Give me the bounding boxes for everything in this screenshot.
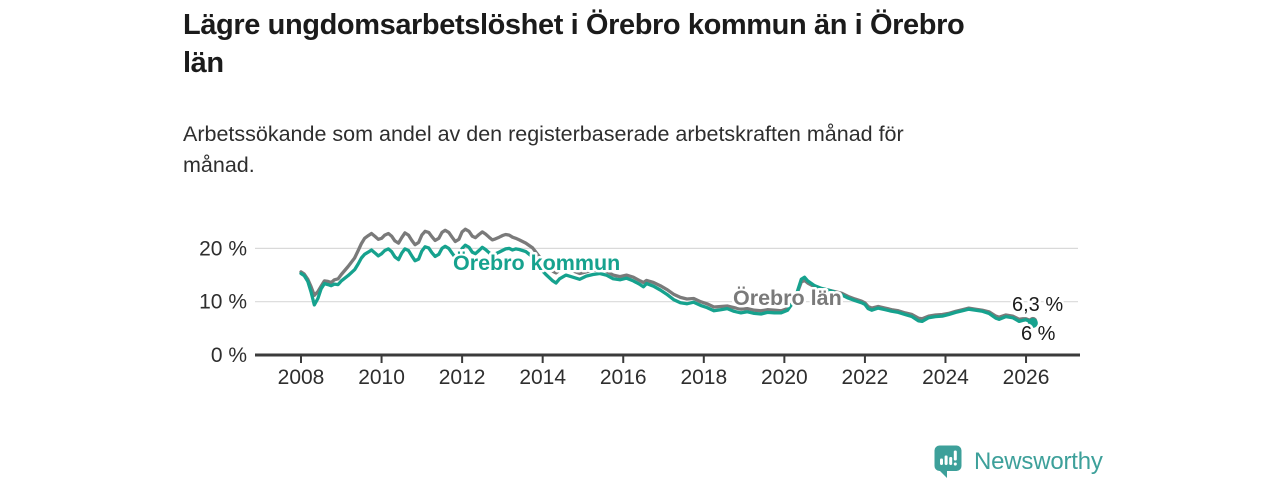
x-tick-label: 2008 [278,366,325,389]
chart-subtitle-line-1: Arbetssökande som andel av den registerb… [183,122,904,146]
series-end-label-orebro-kommun: 6 % [1021,323,1056,345]
x-tick-label: 2012 [439,366,486,389]
x-tick-label: 2016 [600,366,647,389]
chart-title-line-2: län [183,47,224,79]
chart-subtitle-line-2: månad. [183,153,255,177]
y-axis: 0 % 10 % 20 % [199,237,247,367]
y-tick-label: 0 % [211,344,247,367]
series-label-orebro-lan: Örebro län [733,285,842,310]
series-orebro-kommun [299,243,1038,329]
series-orebro-lan [299,227,1038,326]
y-tick-label: 20 % [199,237,247,260]
series-end-dot [1027,318,1038,329]
chart-title: Lägre ungdomsarbetslöshet i Örebro kommu… [183,6,1083,82]
series-line [299,227,1035,324]
x-tick-label: 2022 [842,366,889,389]
series-label-orebro-kommun: Örebro kommun [453,250,620,275]
y-tick-label: 10 % [199,291,247,314]
x-tick-label: 2020 [761,366,808,389]
series-line [299,243,1035,325]
x-tick-label: 2010 [358,366,405,389]
chart-title-line-1: Lägre ungdomsarbetslöshet i Örebro kommu… [183,9,965,41]
x-tick-label: 2024 [922,366,969,389]
gridlines [255,247,1078,303]
x-tick-label: 2026 [1003,366,1050,389]
x-axis: 2008 2010 2012 2014 2016 2018 2020 2022 2024 2026 [255,353,1080,389]
x-tick-label: 2014 [519,366,566,389]
newsworthy-logo[interactable]: Newsworthy [934,444,1103,480]
chart-subtitle: Arbetssökande som andel av den registerb… [183,119,1043,181]
newsworthy-logo-icon [934,445,962,478]
newsworthy-logo-text: Newsworthy [974,448,1103,475]
series-end-label-orebro-lan: 6,3 % [1012,294,1063,316]
x-tick-label: 2018 [680,366,727,389]
